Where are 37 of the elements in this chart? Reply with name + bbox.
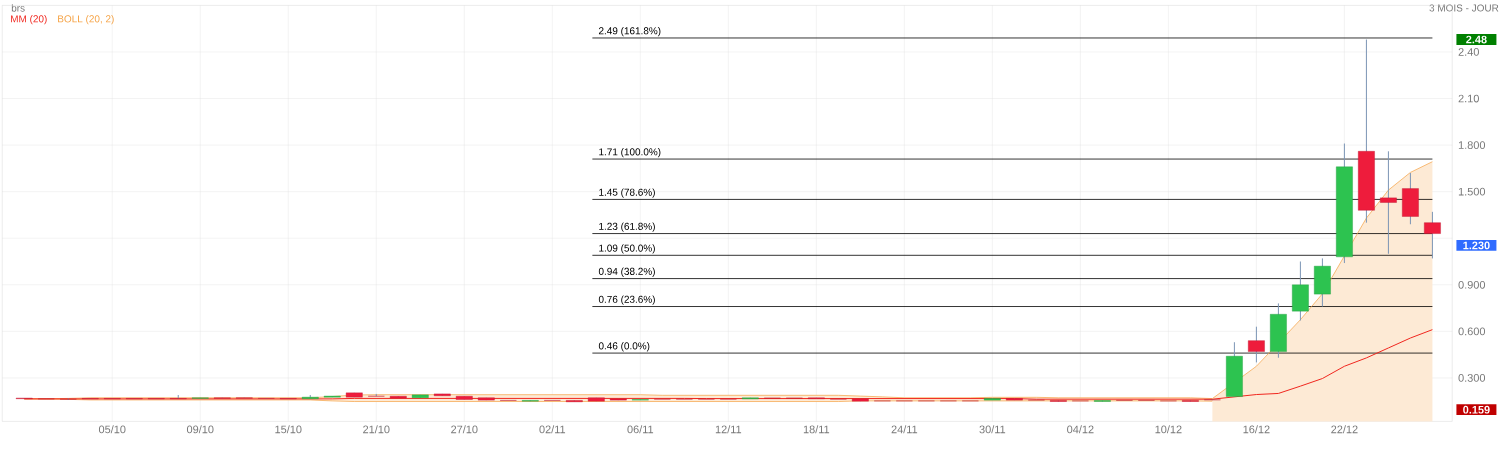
x-tick-label: 18/11 bbox=[803, 425, 830, 434]
x-tick-label: 27/10 bbox=[451, 425, 478, 434]
x-tick-label: 30/11 bbox=[979, 425, 1006, 434]
ref-line-label: 1.71 (100.0%) bbox=[599, 148, 661, 158]
y-tick-label: 0.600 bbox=[1458, 327, 1486, 336]
ref-line-label: 1.09 (50.0%) bbox=[599, 244, 655, 254]
x-tick-label: 04/12 bbox=[1067, 425, 1094, 434]
y-tick-label: 2.40 bbox=[1458, 48, 1479, 56]
y-tick-label: 1.800 bbox=[1458, 141, 1486, 149]
ref-line-label: 1.23 (61.8%) bbox=[599, 222, 655, 232]
ref-line-label: 0.94 (38.2%) bbox=[598, 267, 655, 277]
y-tick-label: 0.300 bbox=[1458, 374, 1486, 382]
text: 0.159 bbox=[1463, 405, 1490, 414]
chart-title: brs bbox=[11, 4, 25, 12]
ref-line-label: 2.49 (161.8%) bbox=[598, 27, 661, 37]
x-tick-label: 05/10 bbox=[98, 425, 126, 434]
x-tick-label: 12/11 bbox=[715, 425, 742, 434]
text: BOLL (20, 2) bbox=[58, 15, 114, 25]
y-tick-label: 1.500 bbox=[1458, 187, 1486, 196]
x-tick-label: 06/11 bbox=[627, 425, 654, 434]
text: 2.48 bbox=[1466, 35, 1487, 44]
ref-line-label: 0.46 (0.0%) bbox=[598, 342, 650, 352]
y-tick-label: 0.900 bbox=[1458, 280, 1486, 289]
x-tick-label: 16/12 bbox=[1243, 425, 1270, 434]
x-tick-label: 15/10 bbox=[275, 425, 302, 434]
ref-line-label: 1.45 (78.6%) bbox=[599, 188, 655, 198]
chart-subtitle: 3 MOIS - JOUR bbox=[1429, 4, 1499, 12]
text: 1.230 bbox=[1463, 241, 1490, 250]
x-tick-label: 09/10 bbox=[186, 425, 214, 434]
x-tick-label: 24/11 bbox=[891, 425, 918, 434]
x-tick-label: 02/11 bbox=[539, 425, 566, 434]
x-tick-label: 21/10 bbox=[363, 425, 390, 434]
x-tick-label: 10/12 bbox=[1155, 425, 1182, 434]
ref-line-label: 0.76 (23.6%) bbox=[598, 295, 655, 305]
x-tick-label: 22/12 bbox=[1331, 425, 1358, 434]
y-tick-label: 2.10 bbox=[1458, 94, 1479, 103]
text: MM (20) bbox=[11, 15, 47, 25]
